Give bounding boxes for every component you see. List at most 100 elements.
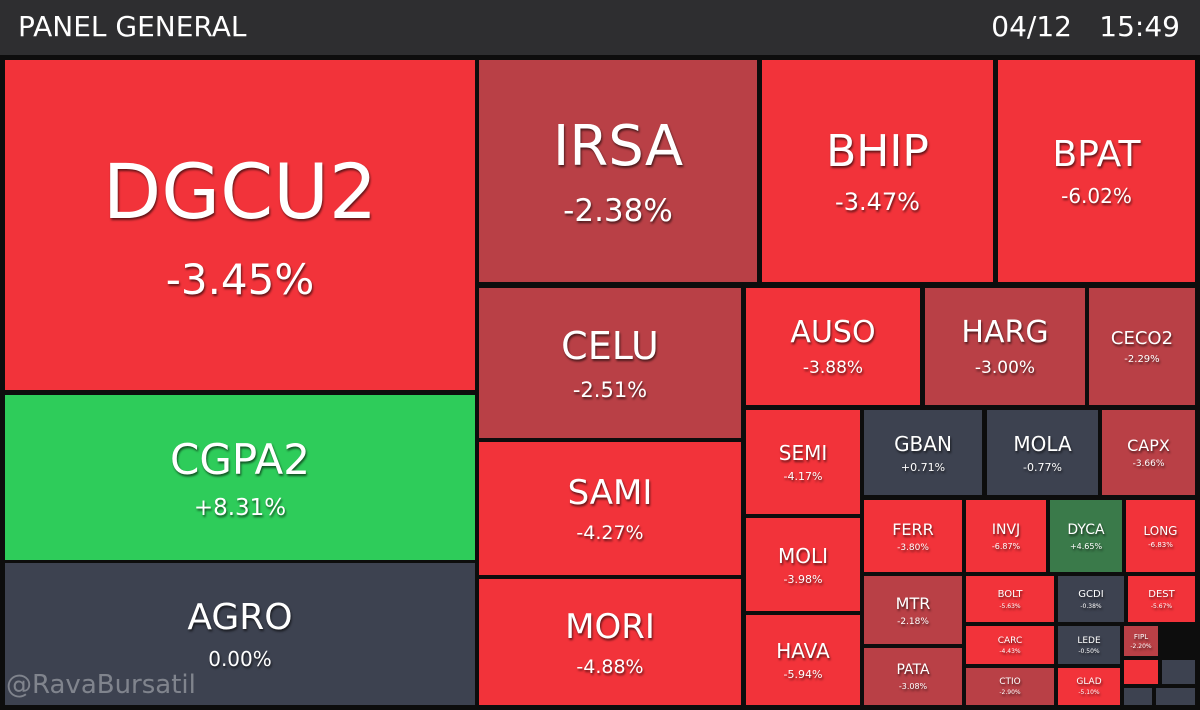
- tile-change: -3.88%: [802, 358, 864, 378]
- tile-change: -5.94%: [783, 668, 823, 681]
- tile: MOLA -0.77%: [987, 410, 1098, 495]
- tile-change: -6.87%: [991, 541, 1021, 551]
- tile-symbol: DYCA: [1067, 521, 1105, 538]
- title: PANEL GENERAL: [18, 10, 247, 43]
- tile-change: -3.66%: [1132, 459, 1165, 469]
- tile-symbol: DEST: [1148, 588, 1175, 600]
- tile-change: -3.80%: [897, 542, 929, 553]
- tile: CELU -2.51%: [479, 288, 741, 438]
- tile-change: -6.83%: [1148, 540, 1173, 549]
- tile-change: -0.50%: [1078, 647, 1100, 655]
- tile-symbol: CAPX: [1127, 436, 1170, 455]
- tile-symbol: BOLT: [997, 588, 1023, 600]
- tile-symbol: BHIP: [826, 126, 929, 177]
- time: 15:49: [1099, 10, 1180, 43]
- tile-change: -2.51%: [572, 378, 648, 402]
- tile-change: -5.10%: [1078, 689, 1100, 696]
- tile-change: -4.88%: [576, 655, 644, 678]
- tile-symbol: CECO2: [1110, 328, 1174, 349]
- tile: MORI -4.88%: [479, 579, 741, 705]
- tile-symbol: INVJ: [991, 521, 1021, 538]
- tile-change: -5.67%: [1150, 602, 1173, 610]
- tile-symbol: PATA: [896, 662, 930, 678]
- tile-symbol: GLAD: [1076, 677, 1102, 687]
- tile-change: -3.08%: [898, 682, 928, 691]
- tile-symbol: HAVA: [776, 639, 830, 663]
- tile-symbol: LEDE: [1077, 635, 1101, 646]
- tile: HARG -3.00%: [925, 288, 1085, 405]
- tile-change: +0.71%: [900, 460, 946, 474]
- tile-symbol: AGRO: [187, 597, 293, 638]
- tile: GBAN +0.71%: [864, 410, 982, 495]
- tile-change: +8.31%: [193, 494, 287, 521]
- tile-change: 0.00%: [208, 647, 272, 671]
- tile-symbol: MORI: [565, 606, 655, 647]
- watermark: @RavaBursatil: [6, 670, 196, 700]
- tile-symbol: CARC: [997, 635, 1023, 646]
- tile-change: -3.00%: [974, 358, 1036, 378]
- tile: [1156, 688, 1195, 705]
- tile-symbol: MTR: [895, 593, 931, 613]
- tile-change: -2.18%: [897, 616, 929, 627]
- tile: CGPA2 +8.31%: [5, 395, 475, 560]
- tile-symbol: CELU: [561, 324, 659, 368]
- tile-change: -3.47%: [835, 188, 920, 216]
- tile: AGRO 0.00%: [5, 563, 475, 705]
- tile-change: -0.77%: [1023, 460, 1062, 474]
- date: 04/12: [991, 10, 1072, 43]
- tile: CECO2 -2.29%: [1089, 288, 1195, 405]
- tile-change: -2.20%: [1130, 642, 1152, 650]
- tile-symbol: MOLA: [1013, 431, 1072, 456]
- tile-change: -2.90%: [999, 689, 1021, 696]
- tile-symbol: GCDI: [1078, 588, 1104, 600]
- tile-symbol: SEMI: [778, 441, 828, 465]
- tile-symbol: DGCU2: [102, 146, 378, 236]
- tile: [1124, 660, 1158, 684]
- tile-change: -0.38%: [1080, 602, 1102, 610]
- tile: BPAT -6.02%: [998, 60, 1195, 282]
- tile: PATA -3.08%: [864, 648, 962, 705]
- tile-symbol: MOLI: [777, 543, 829, 568]
- tile-change: -5.63%: [999, 602, 1021, 610]
- tile-change: +4.65%: [1069, 541, 1103, 551]
- tile: DEST -5.67%: [1128, 576, 1195, 622]
- tile-change: -4.43%: [999, 647, 1021, 655]
- tile-symbol: LONG: [1143, 523, 1178, 538]
- tile: [1124, 688, 1152, 705]
- tile-symbol: FERR: [892, 519, 934, 539]
- tile: DGCU2 -3.45%: [5, 60, 475, 390]
- tile-symbol: SAMI: [567, 473, 653, 513]
- tile-change: -4.27%: [576, 522, 644, 544]
- tile: [1162, 660, 1195, 684]
- tile-symbol: GBAN: [894, 431, 952, 456]
- tile: BHIP -3.47%: [762, 60, 993, 282]
- header: PANEL GENERAL 04/12 15:49: [0, 0, 1200, 55]
- tile: SEMI -4.17%: [746, 410, 860, 514]
- tile-symbol: CGPA2: [170, 434, 310, 484]
- tile: MTR -2.18%: [864, 576, 962, 644]
- tile-symbol: IRSA: [552, 113, 684, 179]
- tile: IRSA -2.38%: [479, 60, 757, 282]
- tile-change: -6.02%: [1061, 184, 1132, 208]
- tile-change: -3.98%: [783, 572, 823, 586]
- tile-symbol: BPAT: [1052, 134, 1141, 175]
- tile: AUSO -3.88%: [746, 288, 920, 405]
- tile-symbol: FIPL: [1133, 632, 1149, 641]
- tile-symbol: AUSO: [790, 315, 876, 350]
- tile-change: -2.29%: [1124, 354, 1160, 365]
- tile: GCDI -0.38%: [1058, 576, 1124, 622]
- tile-change: -4.17%: [783, 470, 823, 483]
- tile: INVJ -6.87%: [966, 500, 1046, 572]
- tile: FIPL -2.20%: [1124, 626, 1158, 656]
- tile: FERR -3.80%: [864, 500, 962, 572]
- tile-change: -2.38%: [563, 192, 673, 229]
- tile: DYCA +4.65%: [1050, 500, 1122, 572]
- tile-symbol: HARG: [961, 315, 1049, 350]
- tile-change: -3.45%: [165, 254, 315, 304]
- tile: CAPX -3.66%: [1102, 410, 1195, 495]
- tile: LONG -6.83%: [1126, 500, 1195, 572]
- tile: CTIO -2.90%: [966, 668, 1054, 705]
- tile: CARC -4.43%: [966, 626, 1054, 664]
- tile: LEDE -0.50%: [1058, 626, 1120, 664]
